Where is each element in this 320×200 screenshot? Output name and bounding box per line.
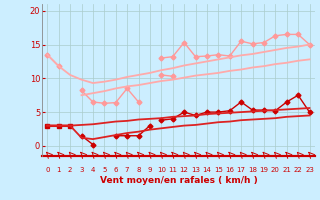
- X-axis label: Vent moyen/en rafales ( km/h ): Vent moyen/en rafales ( km/h ): [100, 176, 257, 185]
